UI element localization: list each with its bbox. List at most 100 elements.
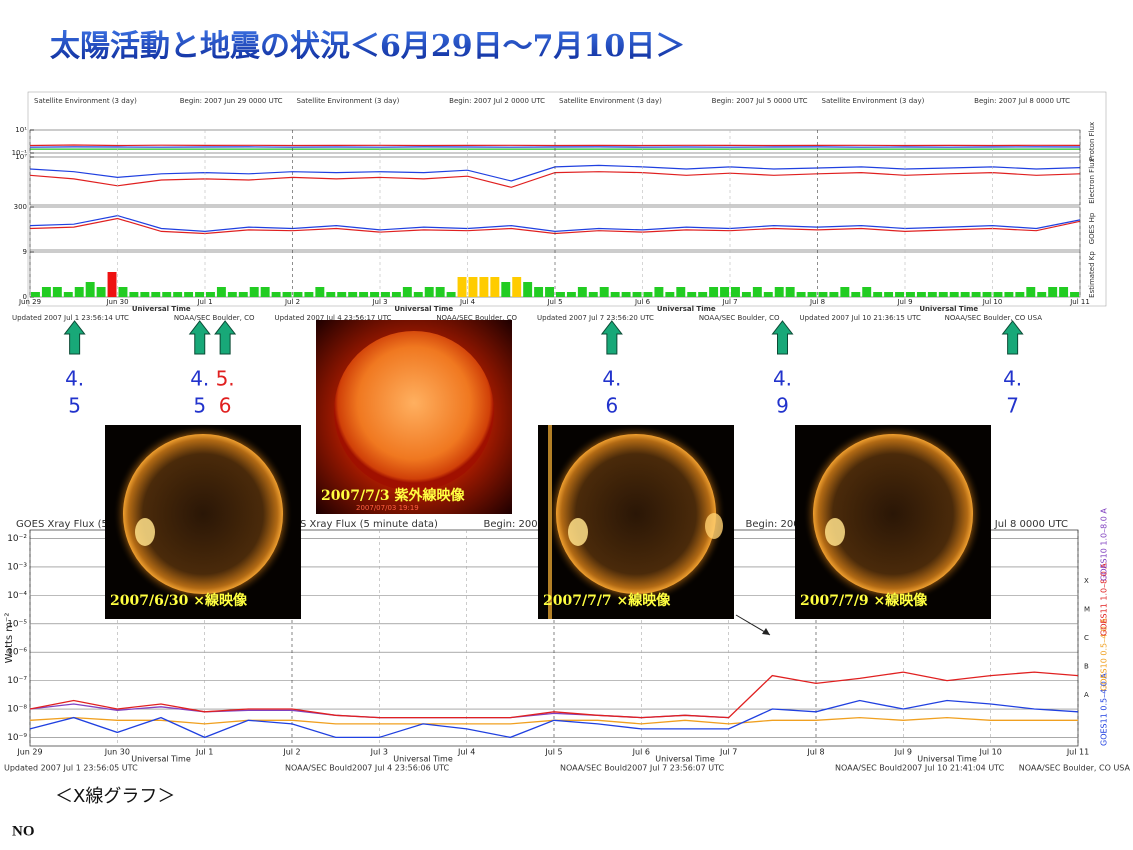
y-tick-label: 10⁻² (7, 534, 27, 544)
magnitude: 4. (65, 367, 84, 391)
plot-header: Begin: 2007 (484, 519, 544, 530)
kp-bar (523, 282, 533, 297)
x-tick-label: Jun 29 (18, 298, 41, 306)
kp-bar (304, 292, 314, 297)
plot-footer: NOAA/SEC Bould2007 Jul 10 21:41:04 UTC (835, 764, 1005, 773)
panel-label: Proton Flux (1088, 122, 1096, 161)
panel-label: Estimated Kp (1088, 251, 1096, 298)
x-tick-label: Jul 6 (632, 748, 650, 757)
kp-bar (1070, 292, 1079, 297)
kp-bar (610, 292, 620, 297)
kp-bar (895, 292, 904, 297)
x-tick-label: Jun 30 (105, 298, 128, 306)
x-tick-label: Jul 5 (546, 298, 562, 306)
slide-title: 太陽活動と地震の状況＜6月29日～7月10日＞ (50, 29, 685, 64)
axis-title: Universal Time (393, 755, 453, 764)
plot-header: Satellite Environment (3 day) (822, 97, 925, 105)
y-tick-label: 10⁷ (15, 153, 27, 161)
x-tick-label: Jul 7 (721, 298, 737, 306)
kp-bar (107, 272, 117, 297)
kp-bar (490, 277, 500, 297)
x-tick-label: Jul 8 (806, 748, 824, 757)
kp-bar (512, 277, 522, 297)
plot-footer: NOAA/SEC Boulder, CO (436, 314, 517, 322)
earthquake-arrow (188, 320, 211, 355)
kp-bar (588, 292, 598, 297)
image-caption: 2007/7/9 ×線映像 (800, 592, 928, 609)
kp-bar (457, 277, 467, 297)
panel-label: GOES Hp (1088, 212, 1096, 244)
axis-title: Universal Time (131, 755, 191, 764)
kp-bar (249, 287, 259, 297)
plot-footer: NOAA/SEC Boulder, CO USA (1019, 764, 1131, 773)
plot-footer: NOAA/SEC Boulder, CO (699, 314, 780, 322)
kp-bar (873, 292, 883, 297)
active-region (825, 518, 845, 546)
kp-bar (1059, 287, 1069, 297)
kp-bar (326, 292, 336, 297)
plot-header: Satellite Environment (3 day) (559, 97, 662, 105)
kp-bar (698, 292, 708, 297)
kp-bar (621, 292, 631, 297)
kp-bar (129, 292, 139, 297)
y-tick-label: 9 (23, 248, 27, 256)
earthquake-arrow (600, 320, 623, 355)
kp-bar (938, 292, 948, 297)
active-region (135, 518, 155, 546)
magnitude: 4. (1003, 367, 1022, 391)
plot-header: Begin: 2007 Jul 5 0000 UTC (712, 97, 808, 105)
magnitude: 5. (216, 367, 235, 391)
kp-bar (370, 292, 379, 297)
plot-footer: NOAA/SEC Bould2007 Jul 7 23:56:07 UTC (560, 764, 724, 773)
kp-bar (720, 287, 729, 297)
kp-bar (315, 287, 325, 297)
plot-footer: NOAA/SEC Boulder, CO USA (945, 314, 1043, 322)
earthquake-arrow (214, 320, 237, 355)
x-tick-label: Jul 1 (195, 748, 213, 757)
plot-header: Begin: 2007 Jun 29 0000 UTC (180, 97, 283, 105)
kp-bar (993, 292, 1003, 297)
kp-bar (162, 292, 172, 297)
x-tick-label: Jul 6 (634, 298, 651, 306)
kp-bar (840, 287, 850, 297)
plot-footer: NOAA/SEC Boulder, CO (174, 314, 255, 322)
y-tick-label: 10⁻⁸ (7, 705, 27, 715)
kp-bar (982, 292, 992, 297)
x-tick-label: Jul 11 (1066, 748, 1089, 757)
kp-bar (731, 287, 740, 297)
plot-footer: Updated 2007 Jul 7 23:56:20 UTC (537, 314, 654, 322)
y-tick-label: 10¹ (15, 126, 27, 134)
kp-bar (599, 287, 609, 297)
kp-bar (676, 287, 686, 297)
earthquake-arrow (771, 320, 794, 355)
kp-bar (654, 287, 664, 297)
magnitude: 7 (1006, 394, 1019, 418)
image-timestamp: 2007/07/03 19:19 (356, 504, 419, 512)
kp-bar (381, 292, 390, 297)
kp-bar (435, 287, 445, 297)
magnitude: 5 (68, 394, 81, 418)
kp-bar (960, 292, 970, 297)
series-line (29, 144, 1081, 147)
plot-header: Begin: 2007 (746, 519, 806, 530)
flare-class: M (1084, 606, 1090, 614)
sun-disk (556, 434, 716, 594)
kp-bar (173, 292, 183, 297)
kp-bar (1048, 287, 1058, 297)
flare-class: B (1084, 662, 1089, 670)
kp-bar (556, 292, 565, 297)
x-tick-label: Jul 1 (196, 298, 212, 306)
y-tick-label: 10⁻¹ (12, 149, 28, 157)
plot-frame (27, 91, 1107, 307)
plot-footer: Updated 2007 Jul 4 23:56:17 UTC (275, 314, 392, 322)
plot-footer: NOAA/SEC Bould2007 Jul 4 23:56:06 UTC (285, 764, 449, 773)
kp-bar (402, 287, 412, 297)
x-tick-label: Jul 3 (371, 298, 387, 306)
kp-bar (337, 292, 347, 297)
legend-entry: GOES11 0.5–4.0 A (1100, 673, 1109, 746)
series-line (29, 671, 1079, 719)
image-caption: 2007/6/30 ×線映像 (110, 592, 248, 609)
kp-bar (85, 282, 95, 297)
